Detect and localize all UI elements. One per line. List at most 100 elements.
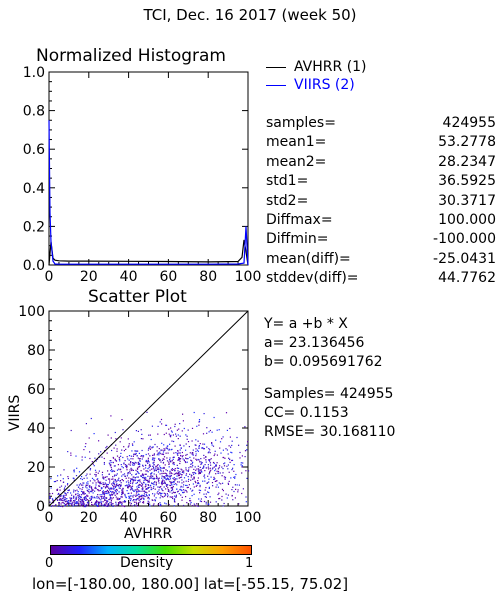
scatter-point	[176, 478, 178, 480]
scatter-point	[81, 488, 83, 490]
scatter-point	[144, 478, 146, 480]
scatter-point	[95, 460, 97, 462]
scatter-point	[214, 470, 216, 472]
scatter-point	[245, 496, 247, 498]
scatter-point	[161, 472, 163, 475]
scatter-point	[90, 497, 93, 499]
scatter-point	[116, 488, 118, 491]
scatter-point	[208, 451, 210, 453]
scatter-point	[179, 449, 181, 451]
scatter-point	[215, 468, 217, 470]
scatter-point	[185, 443, 187, 445]
scatter-point	[148, 496, 150, 498]
scatter-point	[129, 498, 131, 500]
scatter-point	[162, 476, 164, 478]
scatter-point	[72, 501, 74, 503]
scatter-point	[153, 478, 155, 480]
scatter-point	[159, 421, 161, 423]
scatter-point	[119, 487, 121, 489]
scatter-point	[130, 482, 132, 484]
scatter-point	[131, 469, 133, 472]
scatter-point	[89, 451, 91, 453]
scatter-point	[70, 498, 73, 500]
scatter-point	[137, 466, 139, 468]
scatter-point	[80, 501, 82, 503]
scatter-point	[109, 497, 111, 499]
scatter-point	[136, 504, 138, 507]
scatter-point	[144, 477, 146, 479]
scatter-point	[198, 447, 200, 449]
scatter-point	[129, 485, 131, 487]
scatter-point	[147, 471, 149, 473]
scatter-point	[112, 456, 114, 459]
scatter-point	[116, 485, 118, 487]
scatter-point	[127, 487, 129, 489]
scatter-point	[224, 476, 227, 478]
scatter-point	[85, 486, 87, 488]
scatter-point	[226, 465, 228, 467]
scatter-point	[224, 457, 226, 459]
scatter-point	[110, 503, 112, 505]
scatter-point	[196, 468, 198, 470]
scatter-point	[108, 504, 110, 507]
scatter-point	[215, 439, 217, 441]
scatter-point	[163, 472, 165, 474]
scatter-point	[231, 459, 233, 462]
scatter-point	[164, 495, 166, 497]
scatter-point	[89, 497, 91, 499]
scatter-point	[132, 462, 134, 464]
scatter-point	[60, 499, 62, 501]
scatter-point	[91, 461, 93, 463]
scatter-point	[203, 466, 205, 468]
scatter-point	[191, 478, 194, 480]
scatter-point	[185, 469, 187, 471]
scatter-point	[139, 501, 141, 503]
scatter-point	[136, 450, 138, 452]
scatter-point	[140, 498, 142, 500]
scatter-point	[183, 470, 185, 472]
scatter-point	[76, 501, 78, 503]
scatter-point	[209, 501, 212, 503]
scatter-point	[111, 468, 113, 470]
scatter-point	[153, 473, 155, 475]
hist-ytick-label: 0.8	[23, 104, 45, 120]
scatter-point	[98, 490, 100, 492]
scatter-point	[215, 465, 217, 467]
scatter-point	[149, 469, 151, 471]
scatter-point	[137, 491, 139, 493]
scatter-point	[118, 498, 120, 500]
scatter-point	[200, 463, 202, 465]
scatter-point	[114, 489, 116, 491]
scatter-point	[191, 466, 193, 468]
scatter-point	[211, 442, 213, 444]
scatter-point	[193, 473, 195, 475]
scatter-point	[159, 453, 161, 455]
scatter-point	[140, 495, 142, 497]
scatter-point	[130, 488, 132, 490]
scatter-point	[213, 454, 215, 457]
scatter-point	[120, 496, 122, 498]
scatter-point	[192, 472, 194, 474]
scatter-point	[81, 456, 83, 458]
scatter-point	[235, 473, 237, 476]
scatter-point	[81, 476, 83, 478]
scatter-point	[128, 455, 131, 457]
scatter-point	[130, 498, 132, 500]
scatter-point	[151, 468, 153, 470]
scatter-point	[95, 504, 97, 506]
scatter-point	[222, 505, 224, 507]
scatter-point	[101, 491, 104, 493]
scatter-point	[233, 490, 235, 493]
scatter-xtick-label: 100	[235, 510, 262, 526]
scatter-point	[116, 455, 119, 457]
scatter-point	[59, 486, 61, 488]
scatter-point	[128, 445, 130, 447]
scatter-point	[181, 471, 183, 473]
scatter-point	[100, 499, 102, 501]
scatter-point	[75, 504, 77, 506]
scatter-point	[173, 498, 176, 500]
scatter-point	[166, 474, 168, 476]
scatter-point	[150, 477, 152, 479]
scatter-point	[77, 486, 80, 488]
scatter-point	[136, 488, 138, 490]
